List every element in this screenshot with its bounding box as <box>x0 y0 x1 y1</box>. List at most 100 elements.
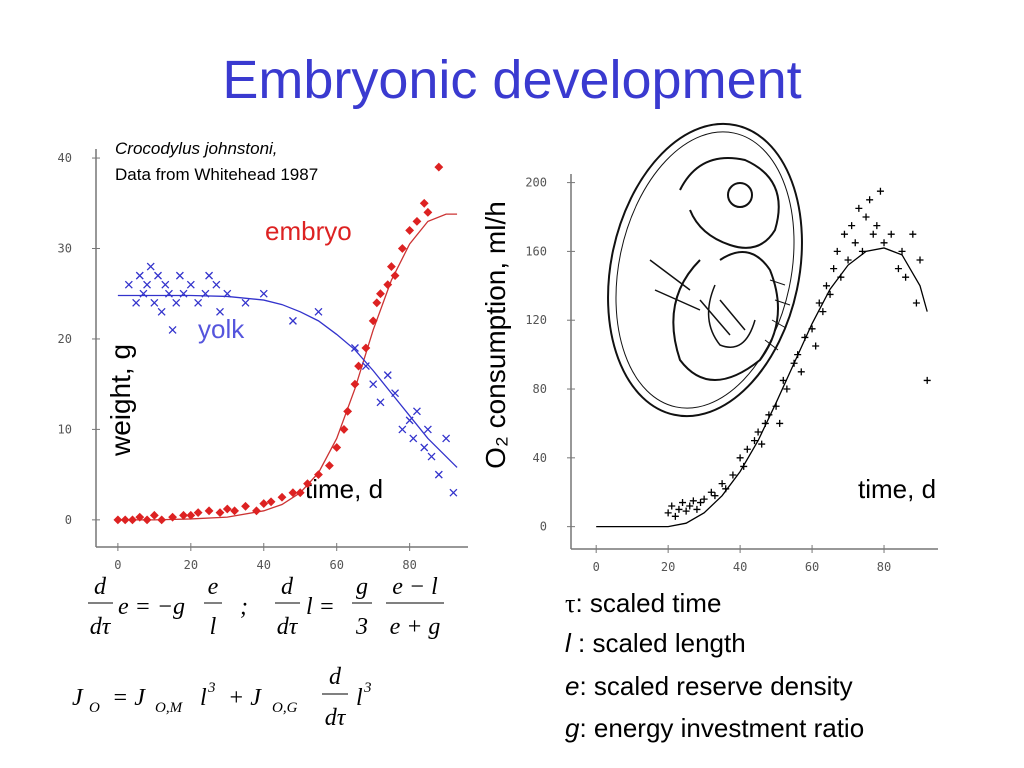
point <box>215 508 225 518</box>
point <box>405 225 415 235</box>
point <box>722 485 730 493</box>
definition: τ: scaled time <box>565 588 721 618</box>
eq-text: dτ <box>325 705 347 731</box>
point <box>223 289 232 298</box>
point <box>383 371 392 380</box>
point <box>350 379 360 389</box>
x-axis-label: time, d <box>305 474 383 504</box>
embryo-illustration <box>607 122 803 418</box>
y-tick-label: 160 <box>525 244 547 258</box>
point <box>230 506 240 516</box>
eq-text: d <box>281 574 294 600</box>
point <box>135 271 144 280</box>
point <box>682 507 690 515</box>
y-tick-label: 200 <box>525 176 547 190</box>
point <box>179 289 188 298</box>
point <box>222 504 232 514</box>
point <box>339 424 349 434</box>
point <box>794 351 802 359</box>
point <box>898 247 906 255</box>
point <box>751 437 758 445</box>
y-tick-label: 20 <box>58 332 72 346</box>
point <box>361 362 370 371</box>
point <box>241 298 250 307</box>
point <box>354 361 364 371</box>
subtitle: Data from Whitehead 1987 <box>115 165 318 184</box>
point <box>686 502 694 510</box>
point <box>916 256 924 264</box>
point <box>894 265 902 273</box>
point <box>324 461 334 471</box>
point <box>844 256 852 264</box>
eq-text: 3 <box>363 680 372 696</box>
point <box>205 271 214 280</box>
point <box>288 316 297 325</box>
eq-text: g <box>356 574 368 600</box>
point <box>132 298 141 307</box>
point <box>391 389 400 398</box>
definitions: τ: scaled time l : scaled length e: scal… <box>565 588 864 743</box>
eq-text: e − l <box>392 574 438 600</box>
point <box>912 299 920 307</box>
x-tick-label: 80 <box>877 560 891 574</box>
point <box>808 325 816 333</box>
point <box>303 479 312 489</box>
eq-text: O <box>89 700 100 716</box>
symbol: g <box>565 713 580 743</box>
point <box>128 515 137 525</box>
point <box>124 280 133 289</box>
point <box>840 230 848 238</box>
point <box>412 407 421 416</box>
point <box>241 501 250 511</box>
point <box>143 280 152 289</box>
x-tick-label: 80 <box>402 558 416 572</box>
slide-title: Embryonic development <box>222 50 801 110</box>
y-tick-label: 30 <box>58 242 72 256</box>
point <box>175 271 184 280</box>
point <box>164 289 173 298</box>
point <box>909 230 917 238</box>
point <box>434 162 444 172</box>
point <box>120 515 130 525</box>
point <box>361 343 371 353</box>
definition-text: : scaled length <box>571 628 746 658</box>
definition-text: : energy investment ratio <box>579 713 864 743</box>
point <box>397 244 407 253</box>
point <box>259 289 268 298</box>
point <box>801 333 809 341</box>
point <box>743 445 751 453</box>
point <box>135 512 145 522</box>
eq-text: d <box>329 664 342 690</box>
point <box>790 359 798 367</box>
eq-text: e + g <box>390 614 441 640</box>
point <box>314 470 323 480</box>
eq-text: ; <box>240 594 248 620</box>
point <box>754 428 762 436</box>
point <box>449 488 458 497</box>
point <box>902 273 910 281</box>
point <box>858 247 866 255</box>
point <box>761 419 769 427</box>
point <box>419 198 429 208</box>
point <box>740 462 748 470</box>
definition: g: energy investment ratio <box>565 713 864 743</box>
eq-text: = J <box>112 685 146 711</box>
x-axis-label: time, d <box>858 474 936 504</box>
point <box>826 290 834 298</box>
point <box>343 406 353 416</box>
point <box>812 342 820 350</box>
y-tick-label: 0 <box>540 520 547 534</box>
point <box>252 506 261 516</box>
symbol: l <box>565 628 572 658</box>
eq-text: O,G <box>272 700 298 716</box>
x-tick-label: 0 <box>114 558 121 572</box>
point <box>204 506 214 516</box>
point <box>405 416 414 425</box>
point <box>819 308 827 316</box>
point <box>186 280 195 289</box>
point <box>866 196 874 204</box>
point <box>139 289 148 298</box>
point <box>146 262 155 271</box>
point <box>412 216 422 226</box>
point <box>168 325 177 334</box>
